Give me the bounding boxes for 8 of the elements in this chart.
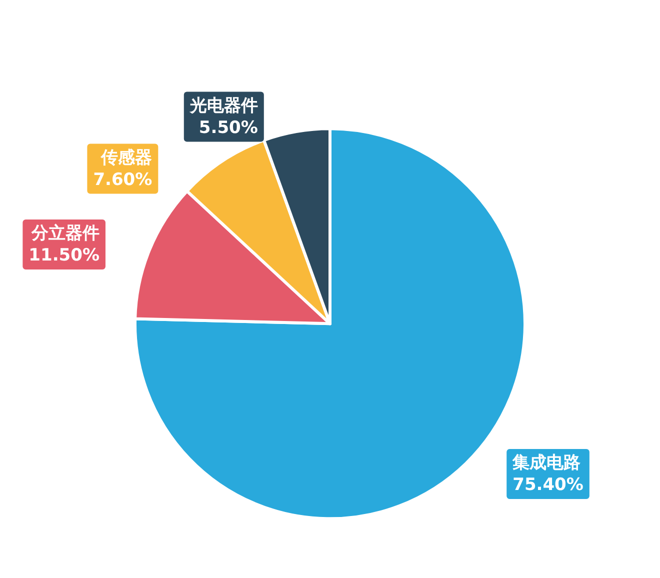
slice-label: 光电器件	[188, 96, 258, 116]
data-label: 5.50%	[198, 118, 258, 138]
slice-label: 传感器	[100, 148, 152, 168]
data-label: 11.50%	[28, 246, 100, 266]
slice-label: 集成电路	[512, 453, 581, 474]
slice-label: 分立器件	[30, 224, 100, 244]
data-label: 7.60%	[93, 170, 152, 190]
data-label: 75.40%	[512, 475, 584, 496]
